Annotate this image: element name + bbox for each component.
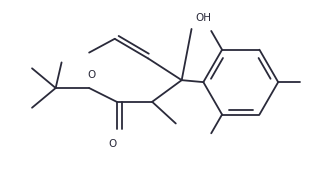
Text: O: O — [87, 70, 95, 80]
Text: OH: OH — [195, 13, 212, 23]
Text: O: O — [109, 139, 117, 149]
